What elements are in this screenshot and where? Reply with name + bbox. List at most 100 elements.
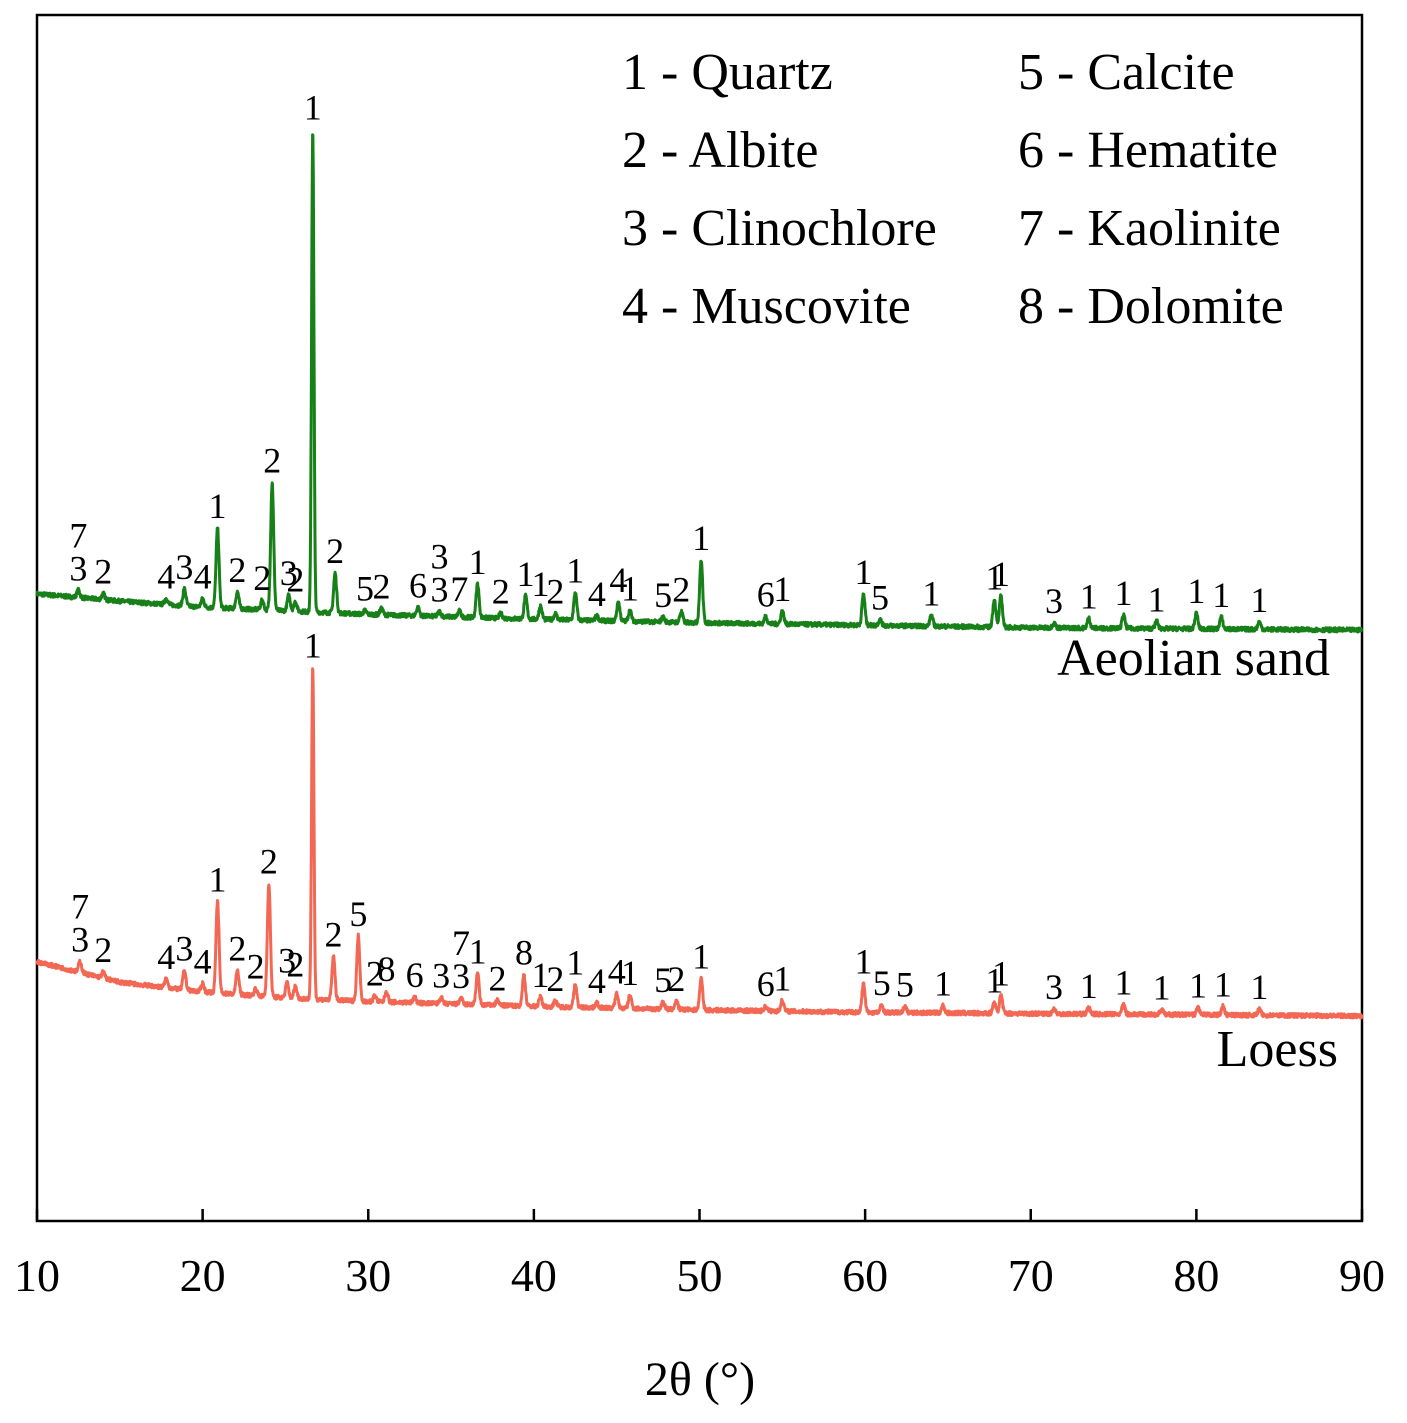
- peak-label: 2: [286, 944, 304, 984]
- peak-label: 4: [588, 961, 606, 1001]
- peak-label: 3: [69, 548, 87, 588]
- peak-label: 2: [326, 531, 344, 571]
- peak-label: 1: [692, 518, 710, 558]
- peak-label: 5: [654, 960, 672, 1000]
- peak-label: 1: [1153, 968, 1171, 1008]
- peak-label: 1: [209, 859, 227, 899]
- peak-label: 3: [452, 956, 470, 996]
- peak-label: 1: [985, 557, 1003, 597]
- peak-label: 2: [94, 552, 112, 592]
- peak-label: 1: [992, 554, 1010, 594]
- peak-label: 1: [469, 542, 487, 582]
- x-tick-label: 10: [14, 1250, 60, 1301]
- peak-label: 3: [280, 553, 298, 593]
- series-name-label: Loess: [1217, 1021, 1338, 1078]
- peak-label: 1: [469, 931, 487, 971]
- peak-label: 2: [94, 930, 112, 970]
- peak-label: 1: [517, 554, 535, 594]
- legend-entry: 1 - Quartz: [622, 44, 833, 101]
- peak-label: 6: [406, 955, 424, 995]
- peak-label: 2: [366, 954, 384, 994]
- peak-label: 1: [621, 953, 639, 993]
- peak-label: 4: [194, 557, 212, 597]
- peak-label: 1: [1214, 965, 1232, 1005]
- peak-label: 4: [608, 952, 626, 992]
- legend-entry: 4 - Muscovite: [622, 278, 911, 335]
- series-loess: [35, 667, 1364, 1020]
- peak-label: 2: [373, 567, 391, 607]
- peak-label: 5: [349, 894, 367, 934]
- peak-label: 5: [873, 963, 891, 1003]
- peak-label: 2: [260, 841, 278, 881]
- peak-label: 5: [871, 577, 889, 617]
- peak-label: 1: [692, 937, 710, 977]
- series-aeolian-sand: [35, 133, 1364, 634]
- peak-label: 2: [672, 570, 690, 610]
- legend-entry: 5 - Calcite: [1018, 44, 1235, 101]
- peak-label: 2: [492, 571, 510, 611]
- peak-label: 1: [1187, 571, 1205, 611]
- legend: 1 - Quartz 5 - Calcite 2 - Albite 6 - He…: [622, 44, 1284, 335]
- peak-label: 1: [566, 550, 584, 590]
- peak-label: 5: [356, 569, 374, 609]
- series-name-label: Aeolian sand: [1057, 630, 1330, 687]
- peak-label: 1: [1080, 576, 1098, 616]
- peak-label: 2: [286, 560, 304, 600]
- peak-label: 5: [654, 575, 672, 615]
- x-axis: 10 20 30 40 50 60 70 80 90: [14, 1209, 1385, 1301]
- peak-label: 1: [1189, 966, 1207, 1006]
- peak-label: 3: [278, 940, 296, 980]
- peak-label: 4: [194, 941, 212, 981]
- peak-label: 1: [1148, 579, 1166, 619]
- x-tick-label: 20: [180, 1250, 226, 1301]
- x-tick-label: 70: [1008, 1250, 1054, 1301]
- peak-label: 6: [757, 575, 775, 615]
- peak-label: 8: [377, 949, 395, 989]
- peak-label: 1: [532, 564, 550, 604]
- legend-entry: 8 - Dolomite: [1018, 278, 1284, 335]
- peak-label: 1: [621, 568, 639, 608]
- peak-label: 2: [546, 572, 564, 612]
- peak-label: 2: [228, 928, 246, 968]
- peak-label: 4: [609, 560, 627, 600]
- x-axis-label: 2θ (°): [645, 1353, 755, 1406]
- x-tick-label: 90: [1339, 1250, 1385, 1301]
- x-tick-label: 50: [677, 1250, 723, 1301]
- peak-label: 1: [304, 625, 322, 665]
- peak-label: 3: [175, 547, 193, 587]
- peak-label: 3: [175, 928, 193, 968]
- legend-entry: 2 - Albite: [622, 122, 818, 179]
- series-name-layer: Aeolian sand Loess: [1057, 630, 1338, 1078]
- peak-label: 1: [1080, 966, 1098, 1006]
- peak-label: 1: [992, 953, 1010, 993]
- peak-label: 3: [430, 537, 448, 577]
- peak-label: 2: [263, 440, 281, 480]
- x-tick-label: 40: [511, 1250, 557, 1301]
- peak-label: 2: [228, 550, 246, 590]
- peak-label: 2: [324, 915, 342, 955]
- series-line: [35, 133, 1364, 634]
- plot-frame: [35, 13, 1364, 1223]
- peak-label: 1: [1115, 963, 1133, 1003]
- peak-label: 1: [304, 88, 322, 128]
- peak-label: 2: [546, 959, 564, 999]
- peak-label: 3: [71, 920, 89, 960]
- peak-label: 1: [209, 486, 227, 526]
- peak-label: 3: [1045, 967, 1063, 1007]
- peak-label: 5: [896, 965, 914, 1005]
- x-tick-label: 60: [842, 1250, 888, 1301]
- peak-label: 1: [1250, 580, 1268, 620]
- peak-label: 1: [773, 569, 791, 609]
- legend-entry: 7 - Kaolinite: [1018, 200, 1281, 257]
- peak-label: 7: [69, 515, 87, 555]
- peak-label: 1: [985, 960, 1003, 1000]
- legend-entry: 3 - Clinochlore: [622, 200, 937, 257]
- peak-label: 7: [452, 923, 470, 963]
- peak-label: 1: [934, 964, 952, 1004]
- peak-label: 3: [432, 956, 450, 996]
- peak-label: 1: [532, 955, 550, 995]
- x-tick-label: 80: [1173, 1250, 1219, 1301]
- peak-label: 1: [1250, 967, 1268, 1007]
